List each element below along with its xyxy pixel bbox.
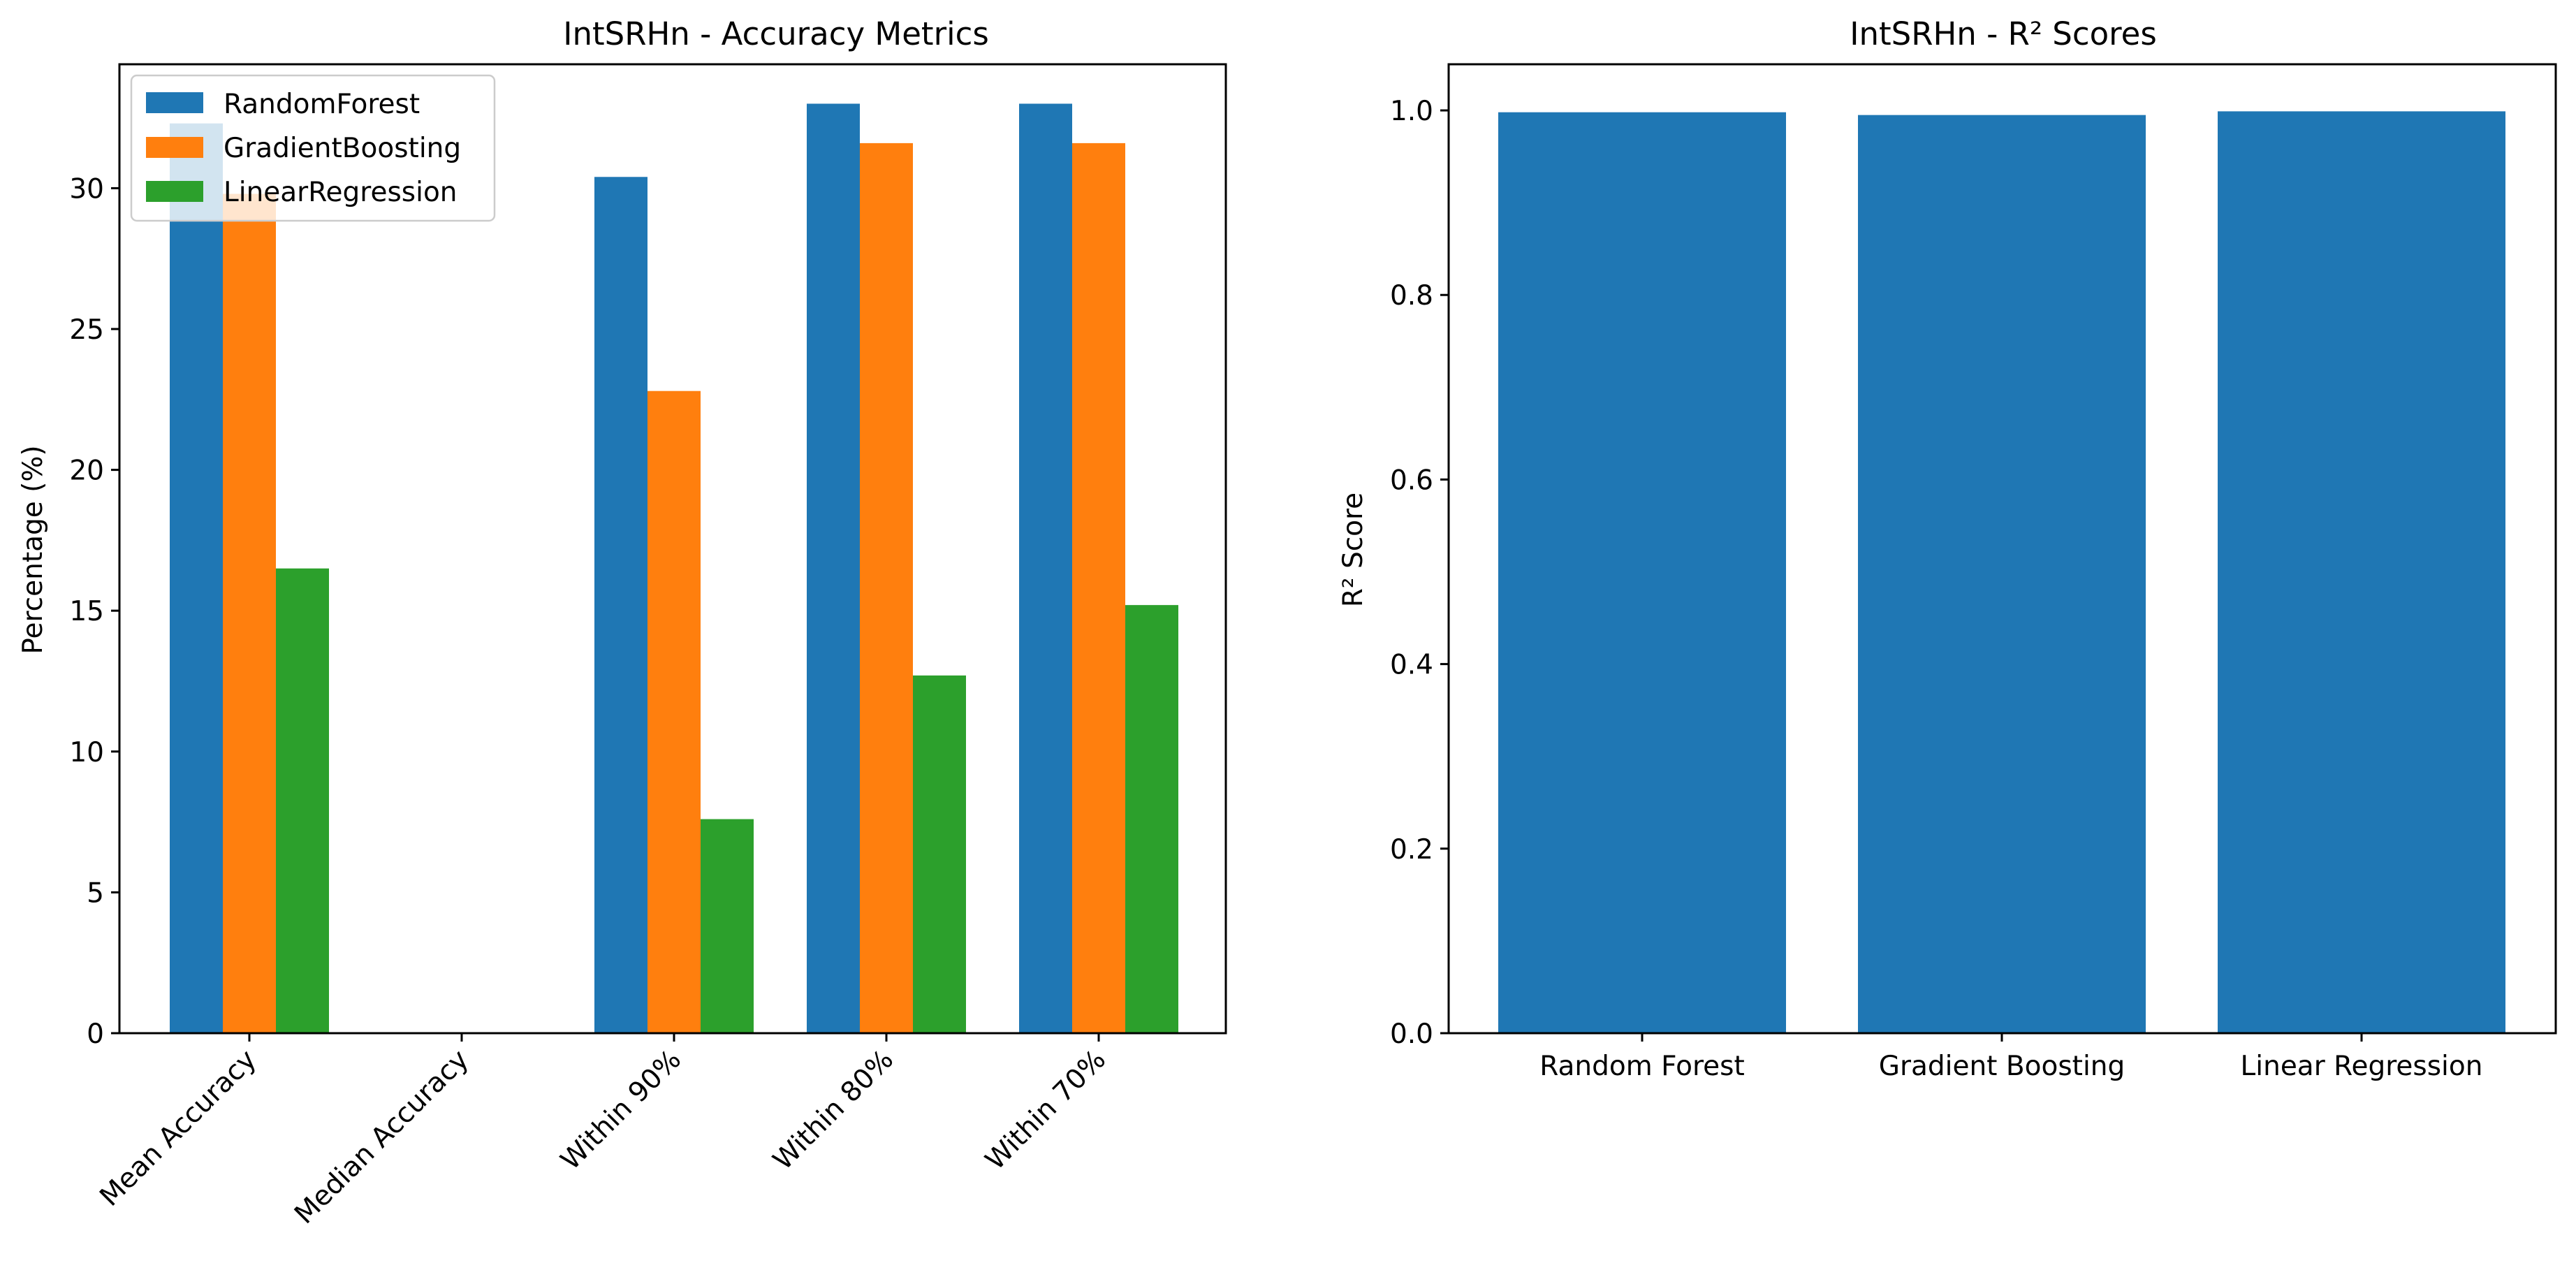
bar-randomforest-within-70 xyxy=(1019,103,1072,1034)
y-tick-label: 0 xyxy=(87,1019,104,1050)
y-tick-label: 0.6 xyxy=(1390,465,1433,496)
bar-linearregression-within-80 xyxy=(913,675,966,1033)
y-tick-label: 0.0 xyxy=(1390,1019,1433,1050)
y-tick-label: 25 xyxy=(69,314,104,346)
bars xyxy=(1498,111,2505,1034)
chart-title: IntSRHn - R² Scores xyxy=(1850,15,2157,52)
y-axis-ticks: 0 5 10 15 20 25 30 xyxy=(69,173,119,1050)
bar-linearregression-mean-accuracy xyxy=(276,568,329,1033)
legend-label-linearregression: LinearRegression xyxy=(224,177,458,208)
bar-randomforest-within-90 xyxy=(594,177,647,1034)
plot-frame xyxy=(1447,63,2557,1035)
x-tick-label-gradient-boosting: Gradient Boosting xyxy=(1879,1051,2125,1082)
bar-linear-regression xyxy=(2218,111,2505,1034)
legend-swatch-linearregression xyxy=(146,181,203,202)
x-tick-label-linear-regression: Linear Regression xyxy=(2241,1051,2483,1082)
y-tick-label: 30 xyxy=(69,173,104,205)
legend-label-randomforest: RandomForest xyxy=(224,89,420,120)
legend-label-gradientboosting: GradientBoosting xyxy=(224,133,461,164)
bar-linearregression-within-70 xyxy=(1125,605,1178,1033)
r2-scores-chart: IntSRHn - R² Scores R² Score 0.00.20.40.… xyxy=(1338,15,2557,1082)
legend-swatch-gradientboosting xyxy=(146,137,203,158)
y-tick-label: 20 xyxy=(69,455,104,487)
bars xyxy=(170,103,1178,1034)
y-tick-label: 0.4 xyxy=(1390,650,1433,681)
bar-random-forest xyxy=(1498,112,1786,1033)
bar-gradientboosting-within-80 xyxy=(860,143,913,1033)
y-axis-label: Percentage (%) xyxy=(17,445,49,654)
legend-box xyxy=(130,74,496,222)
y-tick-label: 1.0 xyxy=(1390,96,1433,127)
y-tick-label: 10 xyxy=(69,737,104,768)
y-axis-label: R² Score xyxy=(1338,492,1369,607)
bar-gradientboosting-within-70 xyxy=(1072,143,1125,1033)
y-axis-ticks: 0.0 0.2 0.4 0.6 0.8 1.0 xyxy=(1390,96,1449,1050)
legend-swatch-randomforest xyxy=(146,92,203,113)
bar-randomforest-within-80 xyxy=(807,103,860,1034)
bar-gradient-boosting xyxy=(1858,115,2146,1034)
y-tick-label: 0.8 xyxy=(1390,280,1433,312)
y-tick-label: 15 xyxy=(69,596,104,627)
bar-gradientboosting-within-90 xyxy=(647,391,701,1033)
chart-title: IntSRHn - Accuracy Metrics xyxy=(563,15,989,52)
bar-randomforest-mean-accuracy xyxy=(170,123,223,1033)
x-tick-label-random-forest: Random Forest xyxy=(1539,1051,1745,1082)
plot-frame xyxy=(118,63,1227,1035)
legend: RandomForest GradientBoosting LinearRegr… xyxy=(130,74,496,222)
bar-gradientboosting-mean-accuracy xyxy=(223,194,276,1033)
y-tick-label: 0.2 xyxy=(1390,834,1433,866)
bar-linearregression-within-90 xyxy=(701,819,754,1033)
x-axis-ticks: Random Forest Gradient Boosting Linear Reg… xyxy=(1539,1033,2482,1082)
y-tick-label: 5 xyxy=(87,877,104,909)
